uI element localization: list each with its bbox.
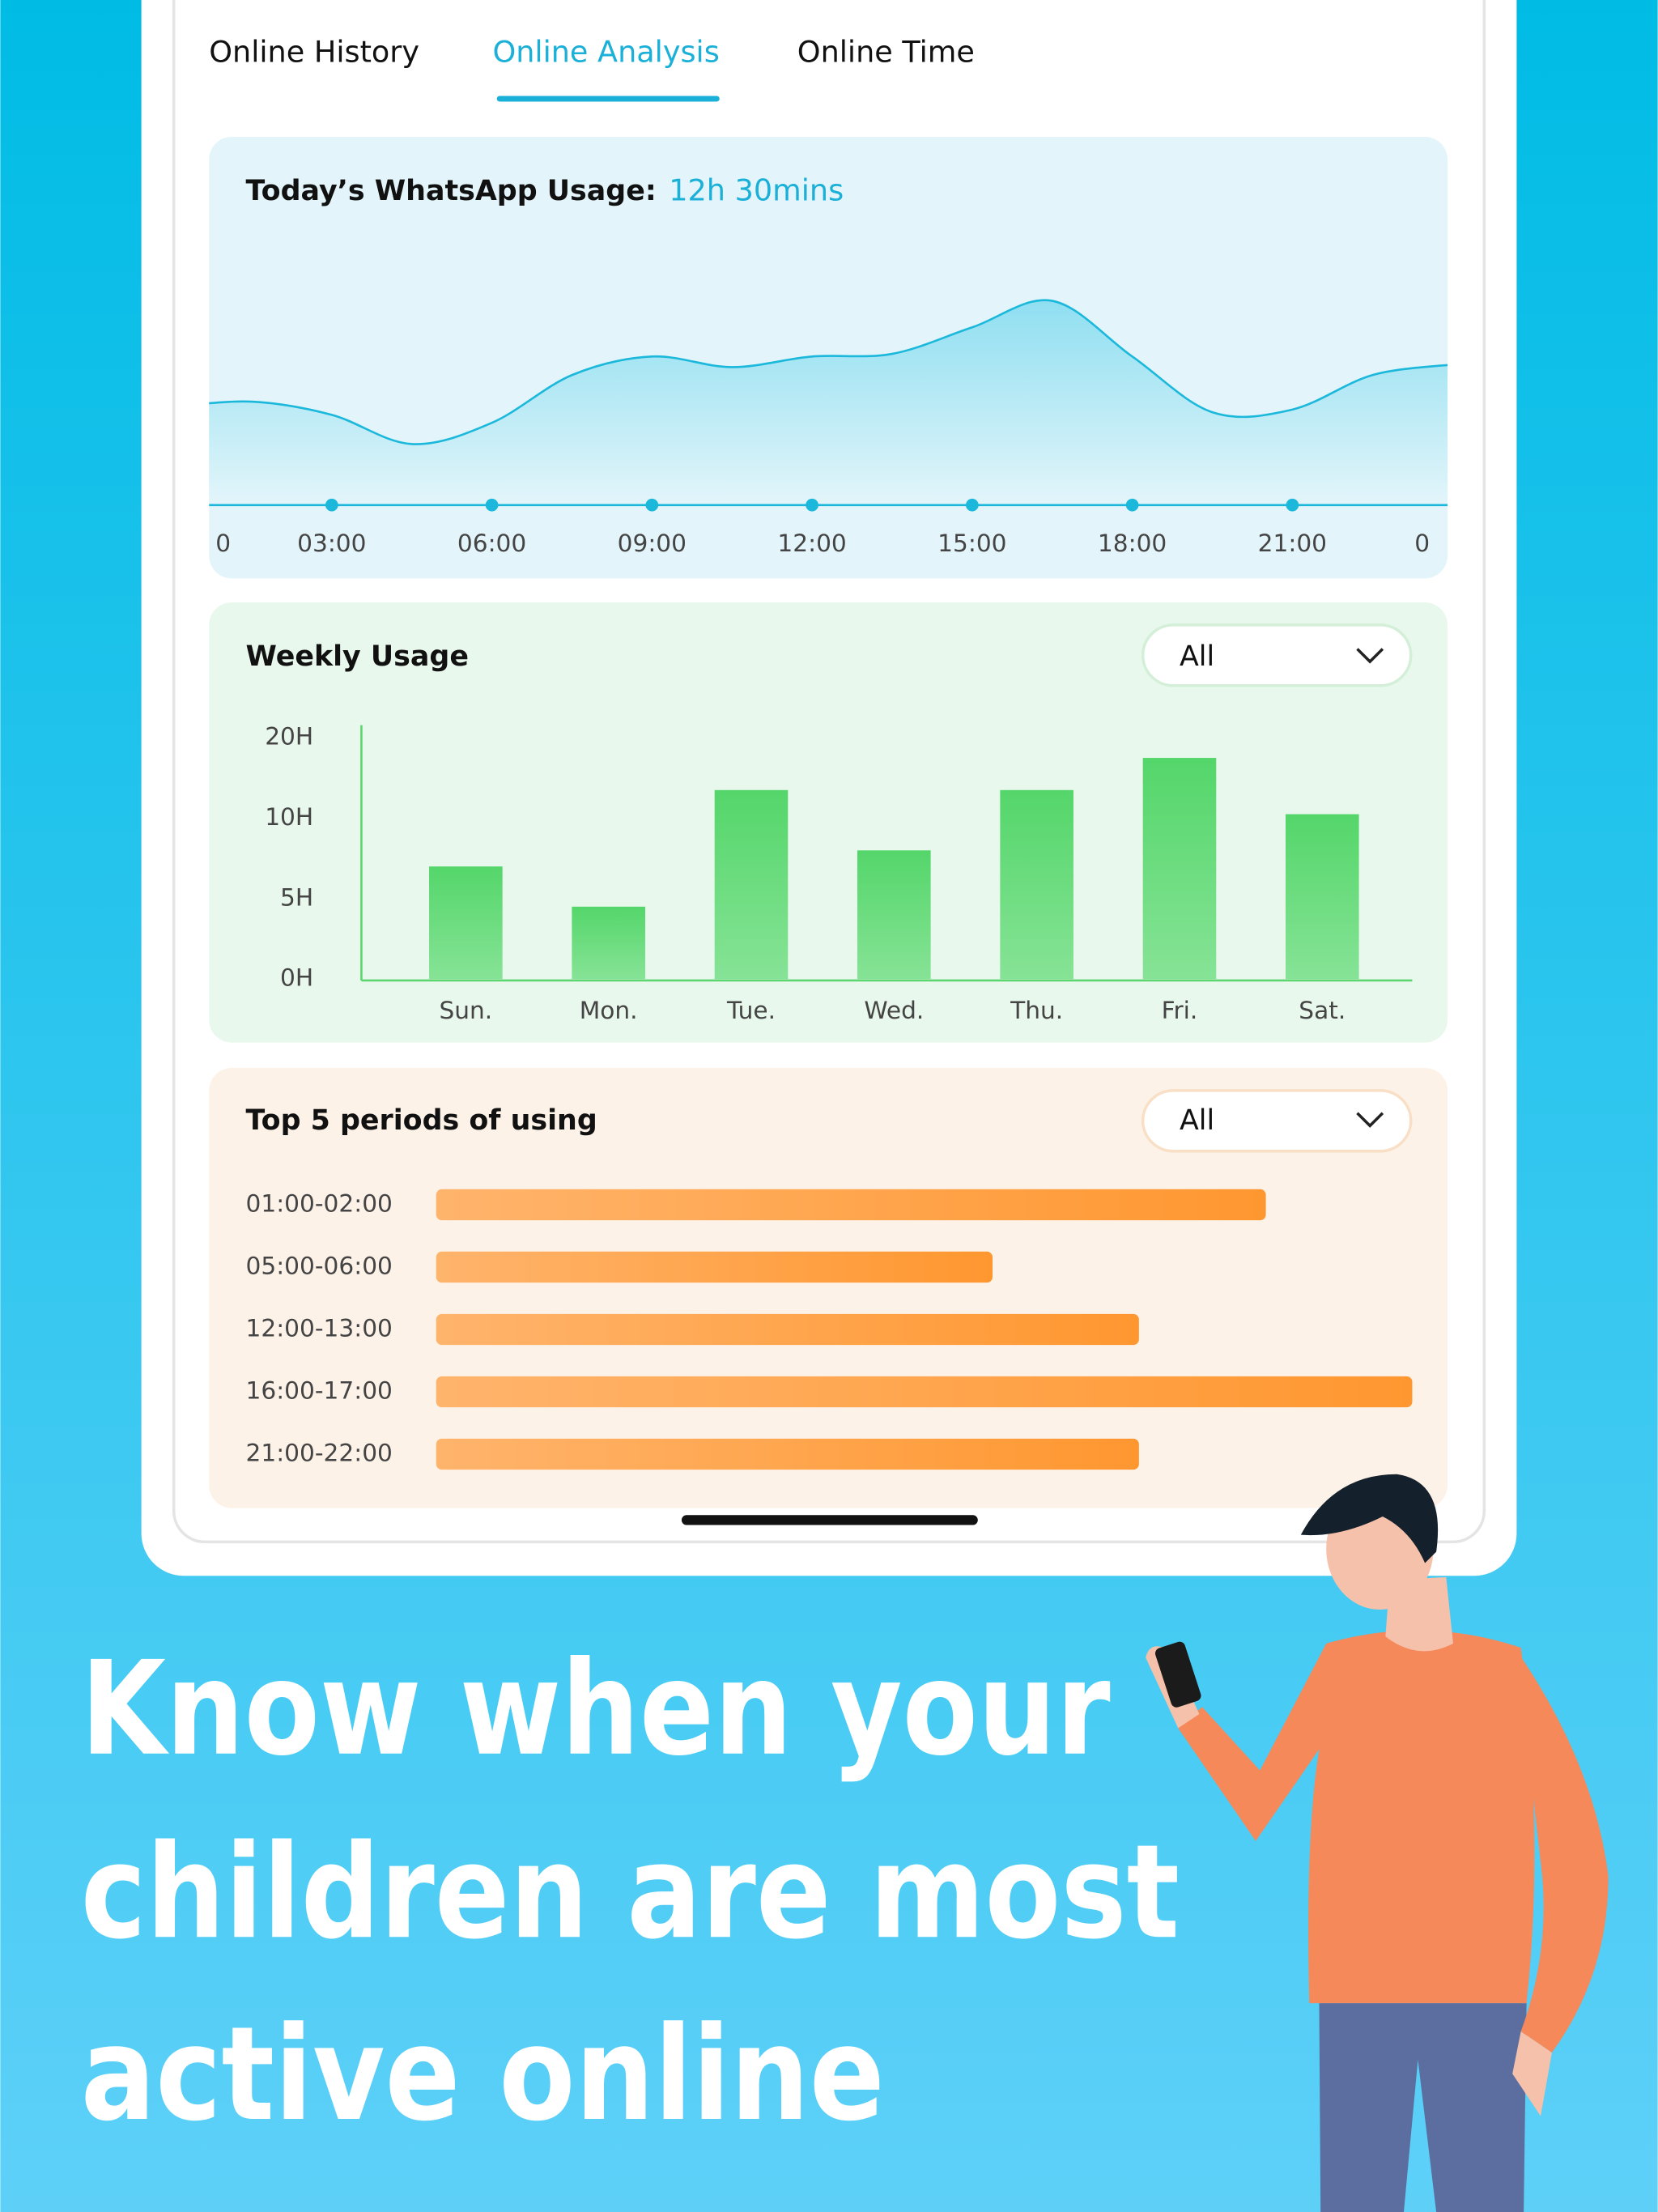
x-tick-label: Fri.	[1162, 997, 1198, 1024]
tick-dot	[485, 498, 499, 512]
x-tick-label: 15:00	[937, 530, 1006, 557]
headline: Know when your	[81, 1633, 1111, 1784]
bar	[1285, 814, 1359, 980]
card-title: Top 5 periods of using	[246, 1104, 597, 1137]
y-tick-label: 5H	[280, 883, 313, 911]
bar	[572, 906, 645, 980]
usage-area	[209, 300, 1448, 505]
y-tick-label: 0H	[280, 964, 313, 992]
y-tick-label: 21:00-22:00	[246, 1440, 393, 1467]
bar	[714, 789, 789, 980]
chevron	[1356, 1112, 1384, 1128]
x-tick-label: 0	[1414, 530, 1430, 557]
x-tick-label: Mon.	[580, 997, 638, 1024]
tick-dot	[1125, 498, 1139, 512]
chevron	[1356, 648, 1384, 664]
dropdown[interactable]	[1141, 1089, 1413, 1153]
x-tick-label: Sun.	[439, 997, 492, 1024]
y-tick-label: 10H	[265, 803, 313, 831]
y-tick-label: 12:00-13:00	[246, 1314, 393, 1342]
dropdown[interactable]	[1141, 623, 1413, 687]
usage-line	[209, 299, 1448, 445]
x-tick-label: Wed.	[864, 997, 924, 1024]
usage-total: 12h 30mins	[669, 172, 844, 207]
x-tick-label: 12:00	[777, 530, 846, 557]
x-tick-label: Sat.	[1299, 997, 1346, 1024]
tick-dot	[1286, 498, 1299, 512]
tick-dot	[645, 498, 659, 512]
weekly-card	[209, 602, 1448, 1043]
bar	[1000, 789, 1073, 980]
x-tick-label: 09:00	[618, 530, 687, 557]
card-title: Today’s WhatsApp Usage:	[246, 175, 657, 207]
card-title: Weekly Usage	[246, 640, 469, 673]
bar	[436, 1376, 1413, 1408]
bar	[1142, 758, 1217, 980]
bar	[436, 1251, 993, 1283]
x-tick-label: 03:00	[297, 530, 366, 557]
y-tick-label: 20H	[265, 723, 313, 751]
x-tick-label: Thu.	[1010, 997, 1063, 1024]
y-tick-label: 05:00-06:00	[246, 1252, 393, 1279]
headline: children are most	[81, 1816, 1180, 1967]
x-tick-label: 0	[215, 530, 231, 557]
tab[interactable]: Online History	[209, 35, 419, 70]
dropdown-value[interactable]: All	[1180, 640, 1214, 673]
tab[interactable]: Online Time	[797, 35, 975, 70]
y-tick-label: 01:00-02:00	[246, 1189, 393, 1217]
tick-dot	[806, 498, 818, 512]
bar	[857, 850, 931, 980]
tick-dot	[966, 498, 979, 512]
bar	[436, 1438, 1139, 1470]
bar	[429, 866, 503, 980]
x-tick-label: Tue.	[726, 997, 776, 1024]
y-tick-label: 16:00-17:00	[246, 1376, 393, 1404]
tab-underline	[496, 96, 720, 102]
bar	[436, 1313, 1139, 1346]
tab[interactable]: Online Analysis	[492, 35, 719, 70]
bar	[436, 1189, 1266, 1221]
headline: active online	[81, 1998, 885, 2150]
home-indicator	[681, 1515, 978, 1525]
x-tick-label: 06:00	[457, 530, 526, 557]
person-illustration	[1146, 1474, 1609, 2212]
dropdown-value[interactable]: All	[1180, 1104, 1214, 1137]
tick-dot	[325, 498, 338, 512]
x-tick-label: 18:00	[1098, 530, 1167, 557]
x-tick-label: 21:00	[1258, 530, 1327, 557]
